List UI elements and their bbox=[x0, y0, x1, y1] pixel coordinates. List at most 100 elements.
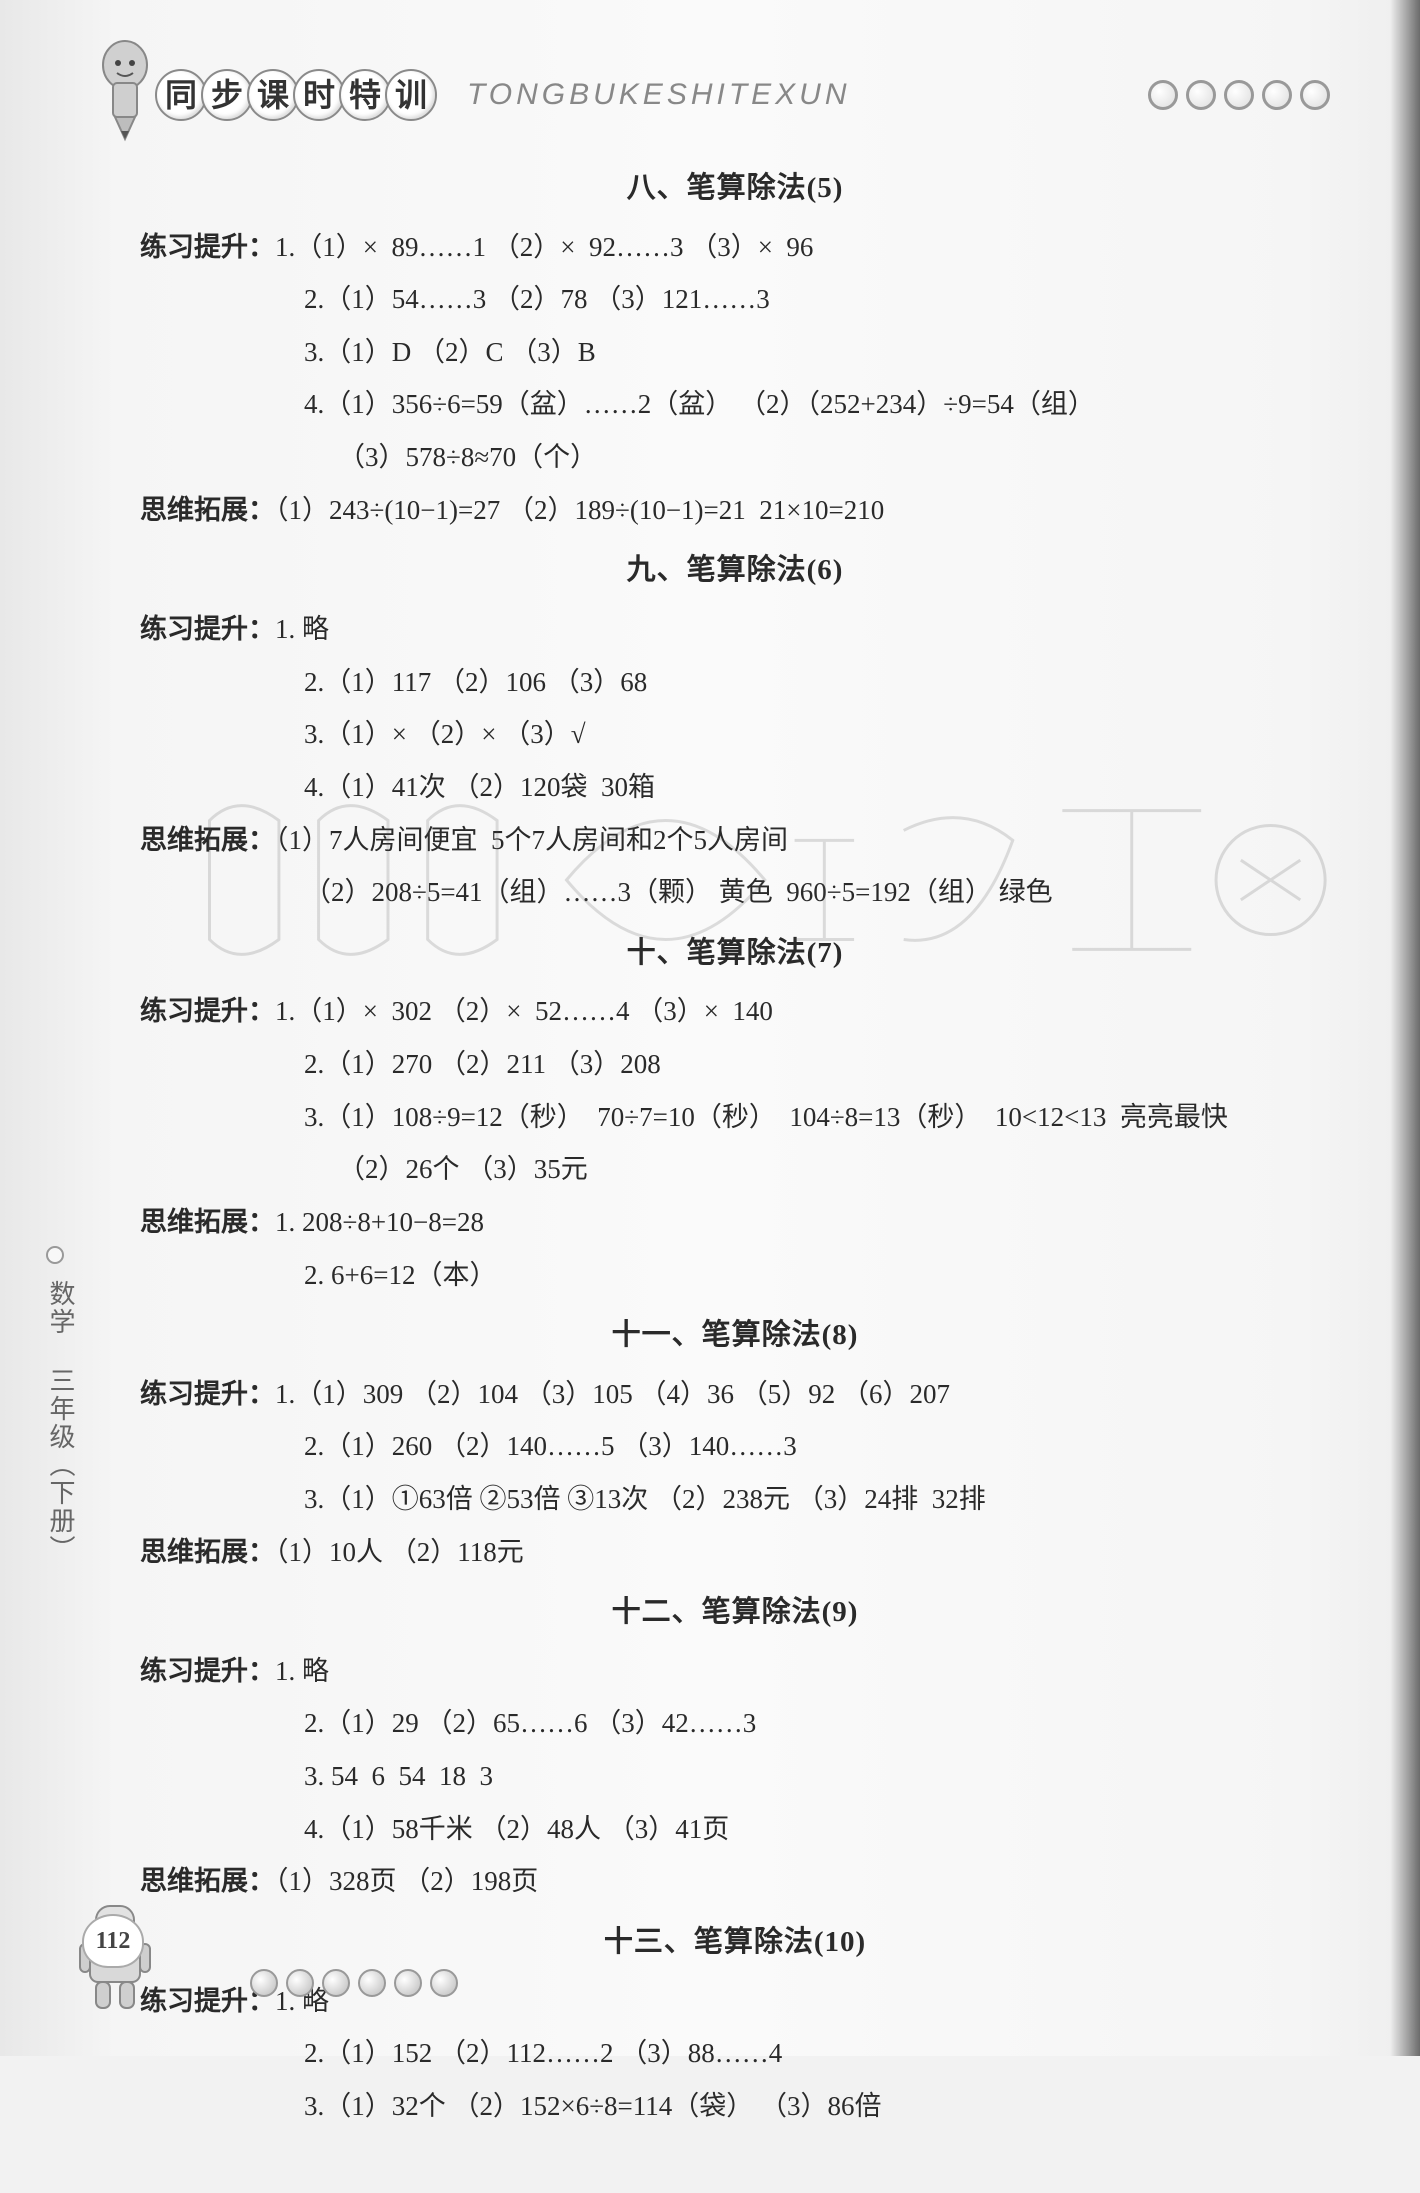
line-text: 1. 208÷8+10−8=28 bbox=[275, 1207, 484, 1237]
line-text: 1. 略 bbox=[275, 614, 329, 644]
answer-line: 思维拓展：（1）10人 （2）118元 bbox=[140, 1526, 1330, 1579]
section-title: 八、笔算除法(5) bbox=[140, 160, 1330, 217]
line-text: 2.（1）152 （2）112……2 （3）88……4 bbox=[304, 2038, 782, 2068]
title-char: 课 bbox=[247, 69, 299, 121]
line-label: 练习提升： bbox=[140, 232, 275, 262]
line-label: 练习提升： bbox=[140, 1656, 275, 1686]
line-text: 3.（1）D （2）C （3）B bbox=[304, 337, 596, 367]
answer-line: 4.（1）356÷6=59（盆）……2（盆） （2）（252+234）÷9=54… bbox=[140, 378, 1330, 431]
answer-line: 练习提升：1. 略 bbox=[140, 603, 1330, 656]
footer-dots bbox=[250, 1969, 458, 1997]
line-text: 3.（1）①63倍 ②53倍 ③13次 （2）238元 （3）24排 32排 bbox=[304, 1484, 986, 1514]
answer-line: 思维拓展：1. 208÷8+10−8=28 bbox=[140, 1196, 1330, 1249]
book-title: 同步课时特训 bbox=[155, 67, 431, 123]
answer-line: 2.（1）117 （2）106 （3）68 bbox=[140, 656, 1330, 709]
line-text: 4.（1）41次 （2）120袋 30箱 bbox=[304, 772, 655, 802]
hollow-dot-icon bbox=[1300, 80, 1330, 110]
line-text: 2. 6+6=12（本） bbox=[304, 1260, 496, 1290]
line-text: 3.（1）108÷9=12（秒） 70÷7=10（秒） 104÷8=13（秒） … bbox=[304, 1102, 1228, 1132]
line-label: 思维拓展： bbox=[140, 825, 275, 855]
title-char: 步 bbox=[201, 69, 253, 121]
answer-line: 3.（1）D （2）C （3）B bbox=[140, 326, 1330, 379]
line-text: （1）10人 （2）118元 bbox=[275, 1537, 524, 1567]
answer-line: 2. 6+6=12（本） bbox=[140, 1249, 1330, 1302]
answer-line: 2.（1）29 （2）65……6 （3）42……3 bbox=[140, 1697, 1330, 1750]
answer-line: 3.（1）× （2）× （3）√ bbox=[140, 708, 1330, 761]
line-label: 思维拓展： bbox=[140, 495, 275, 525]
answer-line: （2）208÷5=41（组）……3（颗） 黄色 960÷5=192（组） 绿色 bbox=[140, 866, 1330, 919]
line-text: 1. 略 bbox=[275, 1656, 329, 1686]
line-text: 2.（1）54……3 （2）78 （3）121……3 bbox=[304, 284, 770, 314]
answer-line: 3.（1）108÷9=12（秒） 70÷7=10（秒） 104÷8=13（秒） … bbox=[140, 1091, 1330, 1144]
line-text: 2.（1）117 （2）106 （3）68 bbox=[304, 667, 647, 697]
answer-line: 3.（1）①63倍 ②53倍 ③13次 （2）238元 （3）24排 32排 bbox=[140, 1473, 1330, 1526]
answer-line: （3）578÷8≈70（个） bbox=[140, 431, 1330, 484]
line-label: 练习提升： bbox=[140, 614, 275, 644]
line-text: 1.（1）309 （2）104 （3）105 （4）36 （5）92 （6）20… bbox=[275, 1379, 950, 1409]
line-text: 4.（1）356÷6=59（盆）……2（盆） （2）（252+234）÷9=54… bbox=[304, 389, 1095, 419]
line-text: 1.（1）× 302 （2）× 52……4 （3）× 140 bbox=[275, 996, 773, 1026]
section-title: 十一、笔算除法(8) bbox=[140, 1307, 1330, 1364]
hollow-dot-icon bbox=[1148, 80, 1178, 110]
line-text: 3. 54 6 54 18 3 bbox=[304, 1761, 493, 1791]
line-label: 思维拓展： bbox=[140, 1537, 275, 1567]
answer-line: 练习提升：1.（1）× 89……1 （2）× 92……3 （3）× 96 bbox=[140, 221, 1330, 274]
section-title: 十、笔算除法(7) bbox=[140, 925, 1330, 982]
answer-line: 3. 54 6 54 18 3 bbox=[140, 1750, 1330, 1803]
hollow-dot-icon bbox=[1224, 80, 1254, 110]
line-text: （1）328页 （2）198页 bbox=[275, 1866, 538, 1896]
page-number-badge: 112 bbox=[82, 1914, 144, 1968]
sidebar-book-label: 数学 三年级（下册） bbox=[42, 1280, 79, 1563]
line-text: 1.（1）× 89……1 （2）× 92……3 （3）× 96 bbox=[275, 232, 813, 262]
footer-dot-icon bbox=[358, 1969, 386, 1997]
answer-line: 练习提升：1. 略 bbox=[140, 1645, 1330, 1698]
scan-right-crease bbox=[1390, 0, 1420, 2056]
answer-content: 八、笔算除法(5)练习提升：1.（1）× 89……1 （2）× 92……3 （3… bbox=[140, 160, 1330, 2133]
line-label: 思维拓展： bbox=[140, 1866, 275, 1896]
footer-dot-icon bbox=[394, 1969, 422, 1997]
page: 同步课时特训 TONGBUKESHITEXUN 八、笔算除法(5)练习提升：1.… bbox=[0, 0, 1420, 2193]
answer-line: 4.（1）41次 （2）120袋 30箱 bbox=[140, 761, 1330, 814]
line-text: （2）26个 （3）35元 bbox=[338, 1154, 588, 1184]
section-title: 九、笔算除法(6) bbox=[140, 542, 1330, 599]
answer-line: 2.（1）54……3 （2）78 （3）121……3 bbox=[140, 273, 1330, 326]
sidebar-circle-icon bbox=[46, 1246, 64, 1264]
answer-line: 思维拓展：（1）243÷(10−1)=27 （2）189÷(10−1)=21 2… bbox=[140, 484, 1330, 537]
line-text: （3）578÷8≈70（个） bbox=[338, 442, 597, 472]
footer-dot-icon bbox=[322, 1969, 350, 1997]
title-char: 时 bbox=[293, 69, 345, 121]
line-label: 练习提升： bbox=[140, 1379, 275, 1409]
footer-dot-icon bbox=[286, 1969, 314, 1997]
footer-dot-icon bbox=[250, 1969, 278, 1997]
answer-line: 练习提升：1.（1）309 （2）104 （3）105 （4）36 （5）92 … bbox=[140, 1368, 1330, 1421]
header-band: 同步课时特训 TONGBUKESHITEXUN bbox=[140, 60, 1330, 130]
line-text: （1）243÷(10−1)=27 （2）189÷(10−1)=21 21×10=… bbox=[275, 495, 884, 525]
answer-line: 4.（1）58千米 （2）48人 （3）41页 bbox=[140, 1803, 1330, 1856]
answer-line: 3.（1）32个 （2）152×6÷8=114（袋） （3）86倍 bbox=[140, 2080, 1330, 2133]
line-text: 2.（1）260 （2）140……5 （3）140……3 bbox=[304, 1431, 797, 1461]
footer-dot-icon bbox=[430, 1969, 458, 1997]
hollow-dot-icon bbox=[1186, 80, 1216, 110]
answer-line: （2）26个 （3）35元 bbox=[140, 1143, 1330, 1196]
line-text: 3.（1）× （2）× （3）√ bbox=[304, 719, 586, 749]
line-text: 4.（1）58千米 （2）48人 （3）41页 bbox=[304, 1814, 729, 1844]
pencil-mascot-icon bbox=[85, 35, 165, 145]
line-text: 2.（1）29 （2）65……6 （3）42……3 bbox=[304, 1708, 756, 1738]
answer-line: 练习提升：1.（1）× 302 （2）× 52……4 （3）× 140 bbox=[140, 985, 1330, 1038]
line-label: 练习提升： bbox=[140, 996, 275, 1026]
answer-line: 2.（1）270 （2）211 （3）208 bbox=[140, 1038, 1330, 1091]
answer-line: 2.（1）152 （2）112……2 （3）88……4 bbox=[140, 2027, 1330, 2080]
pinyin-subtitle: TONGBUKESHITEXUN bbox=[467, 66, 851, 125]
line-text: （2）208÷5=41（组）……3（颗） 黄色 960÷5=192（组） 绿色 bbox=[304, 877, 1053, 907]
hollow-dot-icon bbox=[1262, 80, 1292, 110]
title-char: 特 bbox=[339, 69, 391, 121]
line-text: 2.（1）270 （2）211 （3）208 bbox=[304, 1049, 661, 1079]
answer-line: 思维拓展：（1）7人房间便宜 5个7人房间和2个5人房间 bbox=[140, 814, 1330, 867]
header-hollow-dots bbox=[1148, 80, 1330, 110]
title-char: 训 bbox=[385, 69, 437, 121]
line-label: 思维拓展： bbox=[140, 1207, 275, 1237]
section-title: 十二、笔算除法(9) bbox=[140, 1584, 1330, 1641]
line-text: （1）7人房间便宜 5个7人房间和2个5人房间 bbox=[275, 825, 788, 855]
answer-line: 2.（1）260 （2）140……5 （3）140……3 bbox=[140, 1420, 1330, 1473]
line-text: 3.（1）32个 （2）152×6÷8=114（袋） （3）86倍 bbox=[304, 2091, 882, 2121]
